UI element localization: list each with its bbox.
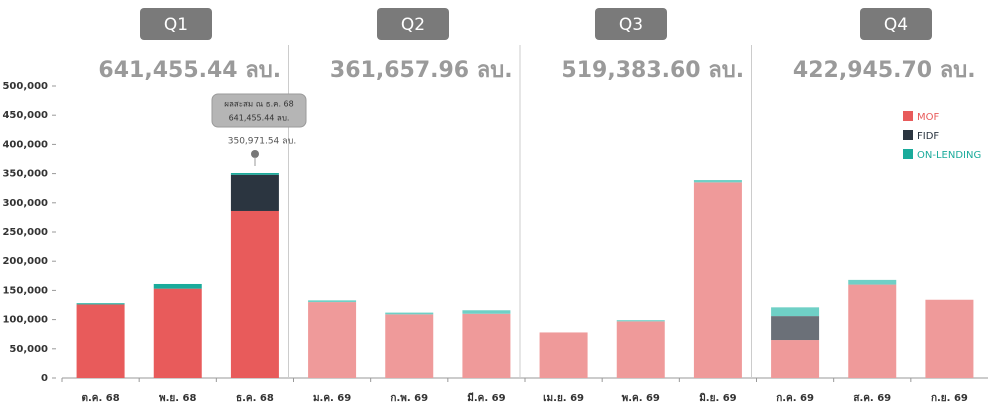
y-tick-label: 350,000 bbox=[2, 169, 48, 180]
bar-segment bbox=[385, 314, 434, 378]
y-tick-label: 50,000 bbox=[9, 344, 48, 355]
bar-segment bbox=[616, 321, 665, 378]
x-tick-label: ก.ย. 69 bbox=[931, 393, 968, 404]
legend-label: ON-LENDING bbox=[917, 150, 981, 161]
bar-segment bbox=[153, 288, 202, 378]
quarter-box bbox=[860, 8, 932, 40]
x-tick-label: มิ.ย. 69 bbox=[699, 392, 736, 404]
quarter-label: Q2 bbox=[401, 15, 425, 35]
legend-label: MOF bbox=[917, 112, 939, 123]
x-tick-label: พ.ย. 68 bbox=[159, 393, 196, 404]
bar-segment bbox=[771, 340, 820, 378]
bar-segment bbox=[462, 313, 511, 378]
tooltip-box bbox=[211, 93, 307, 128]
quarter-label: Q1 bbox=[164, 15, 188, 35]
quarter-total: 422,945.70 ลบ. bbox=[793, 58, 976, 83]
bar-segment bbox=[693, 182, 742, 378]
bar-segment bbox=[771, 316, 820, 341]
bar-segment bbox=[848, 284, 897, 378]
y-tick-label: 250,000 bbox=[2, 227, 48, 238]
bar-segment bbox=[462, 310, 511, 314]
bar-segment bbox=[925, 299, 974, 378]
bar-total-label: 350,971.54 ลบ. bbox=[228, 137, 296, 147]
y-tick-label: 300,000 bbox=[2, 198, 48, 209]
y-tick-label: 150,000 bbox=[2, 285, 48, 296]
legend-label: FIDF bbox=[917, 131, 939, 142]
x-tick-label: ก.ค. 69 bbox=[776, 393, 814, 404]
y-tick-label: 0 bbox=[41, 373, 48, 384]
y-tick-label: 400,000 bbox=[2, 139, 48, 150]
bar-segment bbox=[771, 307, 820, 317]
x-tick-label: ธ.ค. 68 bbox=[236, 393, 274, 404]
quarter-total: 641,455.44 ลบ. bbox=[98, 58, 281, 83]
x-tick-label: ม.ค. 69 bbox=[313, 393, 351, 404]
x-tick-label: มี.ค. 69 bbox=[467, 392, 505, 404]
bar-segment bbox=[76, 304, 125, 378]
tooltip: ผลสะสม ณ ธ.ค. 68 641,455.44 ลบ. 350,971.… bbox=[211, 93, 307, 166]
quarter-box bbox=[377, 8, 449, 40]
tooltip-title: ผลสะสม ณ ธ.ค. 68 bbox=[224, 100, 293, 109]
quarter-total: 361,657.96 ลบ. bbox=[330, 58, 513, 83]
bar-segment bbox=[230, 174, 279, 211]
bar-segment bbox=[230, 210, 279, 378]
bar-segment bbox=[848, 279, 897, 285]
plot: 0 50,000 100,000 150,000 200,000 250,000 300,0… bbox=[2, 8, 988, 404]
bar-segment bbox=[153, 283, 202, 289]
bar-segment bbox=[616, 320, 665, 322]
quarter-box bbox=[595, 8, 667, 40]
y-tick-label: 200,000 bbox=[2, 256, 48, 267]
bar-segment bbox=[539, 332, 588, 378]
quarter-total: 519,383.60 ลบ. bbox=[561, 58, 744, 83]
x-tick-label: ส.ค. 69 bbox=[853, 393, 891, 404]
bar-segment bbox=[693, 180, 742, 183]
x-tick-label: ต.ค. 68 bbox=[81, 393, 119, 404]
legend-swatch bbox=[903, 111, 913, 121]
bar-segment bbox=[76, 303, 125, 305]
bar-segment bbox=[230, 173, 279, 175]
bar-segment bbox=[308, 302, 357, 378]
quarter-label: Q4 bbox=[884, 15, 908, 35]
y-tick-label: 450,000 bbox=[2, 110, 48, 121]
legend-swatch bbox=[903, 130, 913, 140]
quarter-box bbox=[140, 8, 212, 40]
y-tick-label: 100,000 bbox=[2, 315, 48, 326]
bar-segment bbox=[308, 300, 357, 303]
tooltip-value: 641,455.44 ลบ. bbox=[229, 114, 290, 123]
x-tick-label: พ.ค. 69 bbox=[622, 393, 660, 404]
y-tick-label: 500,000 bbox=[2, 81, 48, 92]
bar-segment bbox=[385, 312, 434, 315]
x-tick-label: เม.ย. 69 bbox=[543, 393, 584, 404]
pin bbox=[251, 150, 259, 158]
quarter-label: Q3 bbox=[619, 15, 643, 35]
x-tick-label: ก.พ. 69 bbox=[390, 393, 428, 404]
legend-swatch bbox=[903, 149, 913, 159]
